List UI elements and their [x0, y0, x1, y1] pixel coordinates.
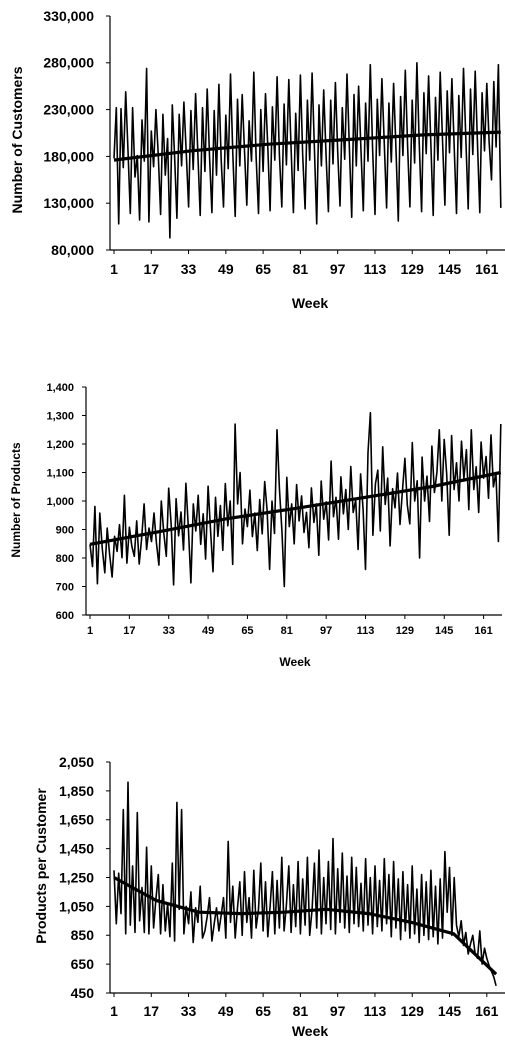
- chart0-x-tick-label: 65: [255, 261, 271, 277]
- chart2-x-tick-label: 97: [330, 1003, 346, 1019]
- chart2-x-tick-label: 65: [255, 1003, 271, 1019]
- chart2-x-tick-label: 145: [438, 1003, 462, 1019]
- chart0-x-tick-label: 129: [401, 261, 425, 277]
- chart1-x-tick-label: 1: [87, 625, 93, 637]
- chart2-y-tick-label: 1,850: [59, 783, 94, 799]
- chart2-y-tick-label: 1,650: [59, 812, 94, 828]
- chart0-x-tick-label: 81: [293, 261, 309, 277]
- chart1-y-tick-label: 800: [56, 553, 74, 565]
- chart1-series-line: [89, 411, 502, 588]
- chart2-series-line: [113, 781, 497, 987]
- chart0-x-tick-label: 49: [218, 261, 234, 277]
- chart2-ylabel: Products per Customer: [33, 788, 49, 944]
- chart0-xlabel: Week: [292, 295, 329, 311]
- chart1-x-tick-label: 17: [123, 625, 135, 637]
- chart2-y-tick-label: 1,050: [59, 898, 94, 914]
- chart1-y-tick-label: 900: [56, 524, 74, 536]
- chart1-y-tick-label: 1,300: [46, 410, 74, 422]
- chart1-x-tick-label: 33: [163, 625, 175, 637]
- chart0-x-tick-label: 113: [364, 261, 387, 277]
- chart0-x-tick-label: 161: [475, 261, 499, 277]
- chart1-y-tick-label: 600: [56, 610, 74, 622]
- chart0-series-line: [113, 61, 502, 239]
- chart2-x-tick-label: 81: [293, 1003, 309, 1019]
- chart2-y-tick-label: 1,250: [59, 869, 94, 885]
- chart1-y-tick-label: 700: [56, 581, 74, 593]
- chart2-x-tick-label: 33: [181, 1003, 197, 1019]
- chart1-x-tick-label: 49: [202, 625, 214, 637]
- chart2-x-tick-label: 113: [364, 1003, 387, 1019]
- chart0-y-tick-label: 130,000: [43, 195, 94, 211]
- chart2-x-tick-label: 161: [475, 1003, 499, 1019]
- chart0-y-tick-label: 330,000: [43, 8, 94, 24]
- chart1-x-tick-label: 113: [357, 625, 375, 637]
- chart2-y-tick-label: 1,450: [59, 841, 94, 857]
- chart0-y-tick-label: 280,000: [43, 55, 94, 71]
- chart2-y-tick-label: 650: [71, 956, 95, 972]
- chart2-y-tick-label: 850: [71, 927, 95, 943]
- chart0-x-tick-label: 97: [330, 261, 346, 277]
- chart2-x-tick-label: 49: [218, 1003, 234, 1019]
- chart0-x-tick-label: 17: [143, 261, 159, 277]
- chart1-y-tick-label: 1,200: [46, 439, 74, 451]
- chart1-trend-line: [89, 470, 502, 546]
- chart0-ylabel: Number of Customers: [9, 66, 25, 213]
- chart1-y-tick-label: 1,100: [46, 467, 74, 479]
- chart2-x-tick-label: 17: [143, 1003, 159, 1019]
- chart0-trend-line: [113, 130, 501, 162]
- chart1-y-tick-label: 1,000: [46, 496, 74, 508]
- chart1-x-tick-label: 97: [320, 625, 332, 637]
- chart1-y-tick-label: 1,400: [46, 382, 74, 394]
- chart0-x-tick-label: 1: [110, 261, 118, 277]
- chart2-x-tick-label: 129: [401, 1003, 425, 1019]
- chart2-y-tick-label: 2,050: [59, 754, 94, 770]
- chart2-trend-line: [113, 876, 498, 976]
- chart1-x-tick-label: 145: [435, 625, 453, 637]
- chart1-ylabel: Number of Products: [9, 442, 23, 558]
- chart1-x-tick-label: 161: [474, 625, 492, 637]
- chart0-y-tick-label: 80,000: [51, 242, 94, 258]
- customers-chart: Number of Customers Week 80,000130,00018…: [9, 8, 505, 311]
- chart0-x-tick-label: 145: [438, 261, 462, 277]
- chart1-xlabel: Week: [279, 655, 310, 669]
- products-per-customer-chart: Products per Customer Week 450 650 850 1,05…: [33, 754, 505, 1039]
- chart2-y-tick-label: 450: [71, 985, 95, 1001]
- chart2-x-tick-label: 1: [110, 1003, 118, 1019]
- chart0-x-tick-label: 33: [181, 261, 197, 277]
- products-chart: Number of Products Week 600 700 800 900 1,00…: [9, 382, 502, 669]
- chart1-x-tick-label: 81: [281, 625, 293, 637]
- chart2-xlabel: Week: [292, 1023, 329, 1039]
- chart0-y-tick-label: 230,000: [43, 102, 94, 118]
- chart1-x-tick-label: 129: [396, 625, 414, 637]
- chart1-x-tick-label: 65: [241, 625, 253, 637]
- chart0-y-tick-label: 180,000: [43, 148, 94, 164]
